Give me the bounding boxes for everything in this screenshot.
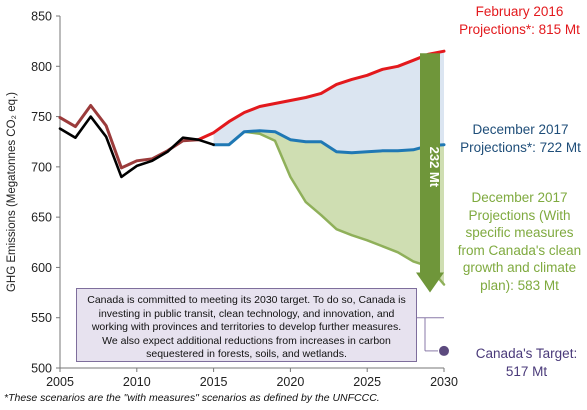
x-tick-label: 2020 xyxy=(276,375,304,389)
x-tick-label: 2015 xyxy=(200,375,228,389)
gap-label: 232 Mt xyxy=(427,147,442,188)
y-tick-label: 600 xyxy=(31,261,52,275)
y-tick-label: 750 xyxy=(31,110,52,124)
y-tick-label: 500 xyxy=(31,362,52,376)
x-tick-label: 2010 xyxy=(123,375,151,389)
feb2016-line xyxy=(196,49,446,142)
x-tick-label: 2005 xyxy=(46,375,74,389)
x-tick-label: 2030 xyxy=(430,375,458,389)
y-tick-label: 800 xyxy=(31,60,52,74)
y-tick-label: 650 xyxy=(31,211,52,225)
y-axis-label: GHG Emissions (Megatonnes CO₂ eq.) xyxy=(6,92,18,292)
y-tick-label: 850 xyxy=(31,10,52,24)
dec2017-line xyxy=(212,129,446,155)
gap-arrow xyxy=(416,53,444,293)
historical_2016-line xyxy=(58,104,200,170)
historical_2017-line xyxy=(58,115,215,179)
specific-measures-area xyxy=(213,130,444,285)
feb2016-projection-label: February 2016 Projections*: 815 Mt xyxy=(459,4,580,37)
x-tick-label: 2025 xyxy=(353,375,381,389)
target-marker xyxy=(439,345,449,356)
annotation-marks: 232 Mt xyxy=(416,53,449,356)
dec2017-to-feb2016-area xyxy=(213,51,444,153)
footnote: *These scenarios are the "with measures"… xyxy=(4,392,380,404)
series-lines xyxy=(58,49,446,286)
target-label: Canada's Target: 517 Mt xyxy=(475,346,578,379)
callout-box: Canada is committed to meeting its 2030 … xyxy=(76,288,417,362)
y-tick-label: 700 xyxy=(31,160,52,174)
chart-axes: 500 550 600 650 700 750 800 850 2005 2010 2015 2020… xyxy=(6,10,458,390)
projection-fills xyxy=(213,51,444,285)
dec2017-projection-label: December 2017 Projections*: 722 Mt xyxy=(460,122,581,155)
specific-measures-projection-label: December 2017 Projections (With specific… xyxy=(457,190,582,293)
y-tick-label: 550 xyxy=(31,311,52,325)
